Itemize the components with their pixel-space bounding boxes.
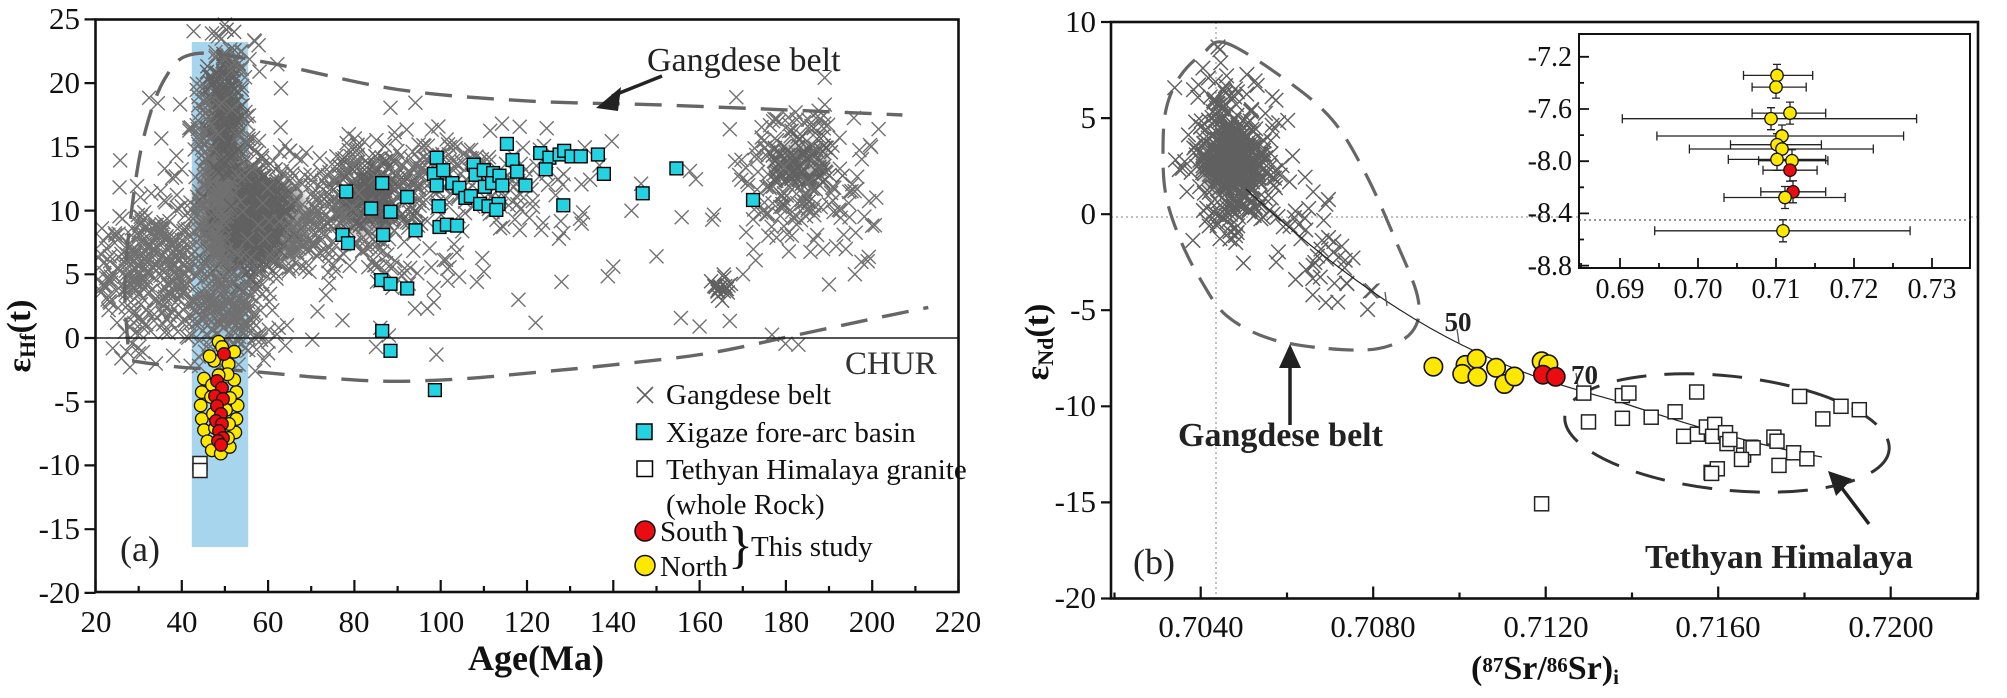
- svg-text:-10: -10: [1055, 388, 1096, 423]
- svg-text:20: 20: [81, 604, 112, 639]
- svg-text:North: North: [660, 551, 728, 583]
- svg-text:140: 140: [590, 604, 637, 639]
- svg-text:0.7160: 0.7160: [1675, 609, 1760, 644]
- svg-text:5: 5: [65, 256, 81, 291]
- svg-text:-20: -20: [1055, 580, 1096, 615]
- svg-text:0: 0: [65, 320, 81, 355]
- svg-text:(b): (b): [1133, 542, 1175, 582]
- svg-text:20: 20: [49, 65, 80, 100]
- svg-text:Gangdese belt: Gangdese belt: [666, 379, 831, 411]
- svg-text:Age(Ma): Age(Ma): [468, 638, 604, 678]
- svg-text:25: 25: [49, 1, 80, 36]
- svg-text:0.71: 0.71: [1752, 274, 1801, 305]
- svg-text:Tethyan Himalaya granite: Tethyan Himalaya granite: [666, 454, 967, 486]
- svg-text:100: 100: [418, 604, 465, 639]
- svg-text:-7.6: -7.6: [1528, 94, 1572, 125]
- svg-text:(whole Rock): (whole Rock): [666, 489, 825, 521]
- svg-text:200: 200: [849, 604, 896, 639]
- svg-text:70: 70: [1571, 360, 1598, 390]
- svg-text:80: 80: [339, 604, 370, 639]
- svg-text:220: 220: [935, 604, 982, 639]
- svg-text:South: South: [660, 516, 728, 548]
- svg-text:-20: -20: [39, 575, 80, 610]
- svg-text:-10: -10: [39, 447, 80, 482]
- svg-text:-7.2: -7.2: [1528, 42, 1572, 73]
- svg-text:Tethyan Himalaya: Tethyan Himalaya: [1645, 539, 1913, 576]
- svg-text:Gangdese belt: Gangdese belt: [647, 42, 841, 79]
- svg-text:40: 40: [167, 604, 198, 639]
- svg-text:0.73: 0.73: [1908, 274, 1957, 305]
- svg-text:180: 180: [763, 604, 810, 639]
- svg-text:10: 10: [49, 193, 80, 228]
- svg-text:0.70: 0.70: [1674, 274, 1723, 305]
- svg-text:Xigaze fore-arc basin: Xigaze fore-arc basin: [666, 417, 916, 449]
- svg-text:50: 50: [1445, 307, 1472, 337]
- svg-text:-15: -15: [39, 511, 80, 546]
- svg-text:This study: This study: [751, 531, 873, 563]
- svg-text:-8.0: -8.0: [1528, 146, 1572, 177]
- svg-text:160: 160: [677, 604, 724, 639]
- svg-text:10: 10: [1065, 4, 1096, 39]
- svg-text:0.7200: 0.7200: [1848, 609, 1933, 644]
- svg-text:0: 0: [1081, 196, 1097, 231]
- svg-text:15: 15: [49, 129, 80, 164]
- svg-text:-8.8: -8.8: [1528, 251, 1572, 282]
- svg-text:120: 120: [504, 604, 551, 639]
- svg-text:0.69: 0.69: [1596, 274, 1645, 305]
- svg-text:-8.4: -8.4: [1528, 198, 1572, 229]
- svg-text:(a): (a): [120, 529, 160, 569]
- svg-text:Gangdese belt: Gangdese belt: [1178, 417, 1384, 454]
- svg-text:0.7120: 0.7120: [1503, 609, 1588, 644]
- svg-text:CHUR: CHUR: [845, 346, 937, 382]
- svg-text:0.7040: 0.7040: [1158, 609, 1243, 644]
- svg-text:}: }: [728, 517, 753, 574]
- svg-text:0.72: 0.72: [1830, 274, 1879, 305]
- svg-text:-5: -5: [54, 384, 80, 419]
- svg-text:5: 5: [1081, 100, 1097, 135]
- svg-text:-5: -5: [1070, 292, 1096, 327]
- svg-text:60: 60: [253, 604, 284, 639]
- svg-text:-15: -15: [1055, 484, 1096, 519]
- svg-text:0.7080: 0.7080: [1330, 609, 1415, 644]
